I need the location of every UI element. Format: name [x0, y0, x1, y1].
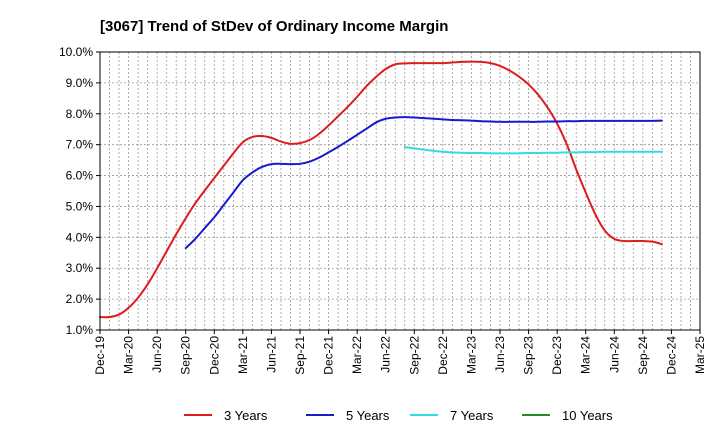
x-tick-label: Sep-22: [407, 336, 421, 375]
legend-label-7-years: 7 Years: [450, 408, 494, 423]
x-tick-label: Jun-20: [150, 336, 164, 373]
legend-label-5-years: 5 Years: [346, 408, 390, 423]
x-tick-label: Dec-23: [550, 336, 564, 375]
x-tick-label: Jun-24: [607, 336, 621, 373]
y-tick-label: 5.0%: [66, 199, 94, 213]
x-tick-label: Mar-21: [236, 336, 250, 374]
x-tick-label: Jun-23: [493, 336, 507, 373]
y-axis-ticks: 1.0% 2.0% 3.0% 4.0% 5.0% 6.0% 7.0% 8.0% 9.0% 10.0…: [59, 45, 100, 337]
y-tick-label: 7.0%: [66, 138, 94, 152]
y-tick-label: 1.0%: [66, 323, 94, 337]
x-tick-label: Dec-22: [436, 336, 450, 375]
x-tick-label: Mar-25: [693, 336, 707, 374]
y-tick-label: 9.0%: [66, 76, 94, 90]
legend: 3 Years 5 Years 7 Years 10 Years: [184, 408, 613, 423]
x-tick-label: Sep-20: [179, 336, 193, 375]
y-tick-label: 3.0%: [66, 261, 94, 275]
x-tick-label: Sep-21: [293, 336, 307, 375]
x-tick-label: Mar-20: [122, 336, 136, 374]
legend-label-10-years: 10 Years: [562, 408, 613, 423]
y-tick-label: 6.0%: [66, 169, 94, 183]
x-tick-label: Jun-22: [379, 336, 393, 373]
x-axis-ticks: Dec-19 Mar-20 Jun-20 Sep-20 Dec-20 Mar-21 Jun-…: [93, 330, 707, 375]
x-tick-label: Jun-21: [264, 336, 278, 373]
x-tick-label: Mar-22: [350, 336, 364, 374]
y-tick-label: 2.0%: [66, 292, 94, 306]
x-tick-label: Dec-21: [322, 336, 336, 375]
plot-area: [99, 51, 701, 331]
series-line-5-years: [184, 116, 663, 250]
legend-label-3-years: 3 Years: [224, 408, 268, 423]
y-tick-label: 4.0%: [66, 230, 94, 244]
x-tick-label: Mar-24: [579, 336, 593, 374]
x-tick-label: Mar-23: [464, 336, 478, 374]
x-tick-label: Sep-23: [522, 336, 536, 375]
x-tick-label: Sep-24: [636, 336, 650, 375]
series-line-7-years: [403, 146, 663, 155]
chart-title: [3067] Trend of StDev of Ordinary Income…: [100, 18, 448, 35]
x-tick-label: Dec-19: [93, 336, 107, 375]
series-lines: [99, 60, 663, 319]
grid: [99, 51, 701, 331]
series-line-3-years: [99, 60, 663, 319]
x-tick-label: Dec-20: [207, 336, 221, 375]
x-tick-label: Dec-24: [664, 336, 678, 375]
y-tick-label: 10.0%: [59, 45, 93, 59]
y-tick-label: 8.0%: [66, 107, 94, 121]
